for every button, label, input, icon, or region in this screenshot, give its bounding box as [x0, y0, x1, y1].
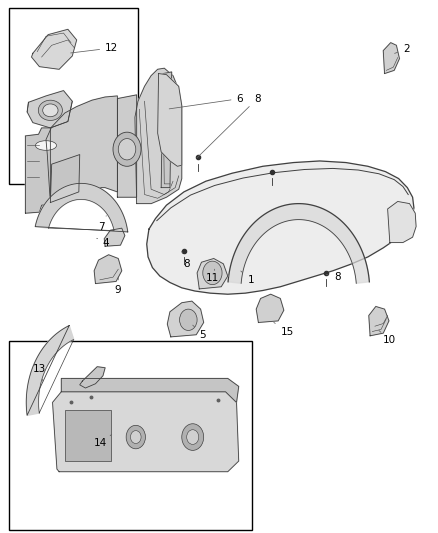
- Ellipse shape: [30, 136, 62, 155]
- Polygon shape: [32, 29, 77, 69]
- Circle shape: [187, 430, 199, 445]
- Text: 2: 2: [395, 44, 410, 54]
- Polygon shape: [53, 392, 239, 472]
- Text: 9: 9: [115, 277, 121, 295]
- Text: 6: 6: [169, 94, 243, 109]
- Polygon shape: [383, 43, 399, 74]
- Polygon shape: [25, 128, 50, 213]
- Polygon shape: [369, 306, 389, 336]
- Polygon shape: [161, 72, 172, 188]
- Polygon shape: [135, 68, 182, 204]
- Polygon shape: [61, 378, 239, 402]
- Ellipse shape: [43, 104, 58, 117]
- Circle shape: [203, 261, 222, 285]
- Polygon shape: [197, 259, 228, 289]
- Text: 8: 8: [197, 94, 261, 158]
- Text: 10: 10: [379, 330, 396, 345]
- Circle shape: [126, 425, 145, 449]
- Polygon shape: [80, 367, 105, 388]
- Text: 5: 5: [193, 325, 206, 340]
- Circle shape: [118, 139, 136, 160]
- Text: 8: 8: [182, 252, 190, 269]
- FancyBboxPatch shape: [65, 410, 111, 461]
- Text: 11: 11: [206, 269, 219, 283]
- Circle shape: [180, 309, 197, 330]
- Ellipse shape: [35, 141, 57, 150]
- Polygon shape: [256, 294, 284, 322]
- Text: 15: 15: [274, 322, 293, 336]
- Polygon shape: [158, 74, 182, 166]
- Circle shape: [113, 132, 141, 166]
- Text: 12: 12: [71, 43, 118, 53]
- Polygon shape: [50, 155, 80, 203]
- Polygon shape: [228, 204, 369, 284]
- Polygon shape: [94, 255, 122, 284]
- Text: 14: 14: [94, 434, 112, 448]
- Polygon shape: [167, 301, 204, 337]
- Text: 13: 13: [33, 364, 46, 381]
- Text: 4: 4: [97, 238, 110, 247]
- Ellipse shape: [39, 100, 63, 120]
- Polygon shape: [35, 183, 128, 232]
- Text: 1: 1: [241, 271, 254, 285]
- Polygon shape: [388, 201, 416, 243]
- Bar: [9, 8, 138, 184]
- Polygon shape: [147, 161, 414, 294]
- Polygon shape: [46, 96, 117, 204]
- Circle shape: [131, 431, 141, 443]
- Polygon shape: [26, 326, 74, 415]
- Text: 8: 8: [326, 272, 340, 282]
- Polygon shape: [117, 95, 137, 197]
- Polygon shape: [27, 91, 72, 128]
- Text: 7: 7: [99, 216, 106, 231]
- Circle shape: [182, 424, 204, 450]
- Bar: [9, 341, 252, 530]
- Polygon shape: [104, 228, 125, 246]
